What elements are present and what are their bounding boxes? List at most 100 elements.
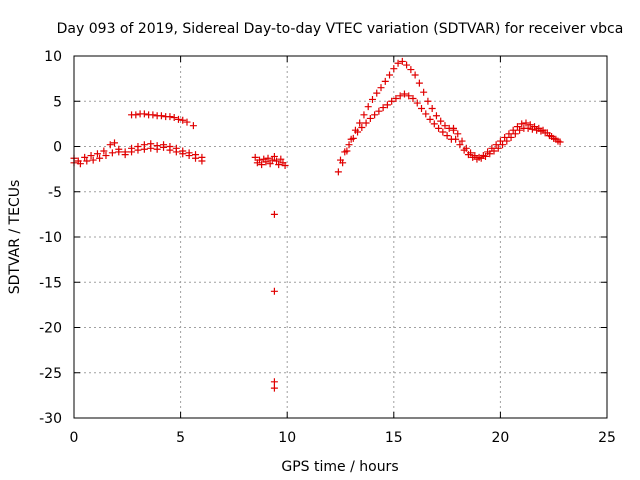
- data-point: [166, 113, 174, 121]
- data-point: [128, 148, 136, 156]
- data-point: [153, 145, 161, 153]
- data-point: [507, 133, 515, 141]
- data-point: [516, 126, 524, 134]
- data-point: [428, 104, 436, 112]
- data-point: [341, 148, 349, 156]
- data-point: [121, 151, 129, 159]
- data-points: [70, 57, 564, 392]
- data-point: [464, 151, 472, 159]
- data-point: [264, 154, 272, 162]
- data-point: [174, 115, 182, 123]
- data-point: [537, 127, 545, 135]
- data-point: [499, 141, 507, 149]
- data-point: [76, 160, 84, 168]
- data-point: [422, 110, 430, 118]
- data-point: [394, 59, 402, 67]
- data-point: [554, 137, 562, 145]
- data-point: [96, 154, 104, 162]
- data-point: [160, 143, 168, 151]
- data-point: [266, 160, 274, 168]
- data-point: [192, 154, 200, 162]
- data-point: [87, 152, 95, 160]
- data-point: [441, 122, 449, 130]
- data-point: [477, 154, 485, 162]
- y-axis-label: SDTVAR / TECUs: [7, 180, 23, 295]
- data-point: [400, 90, 408, 98]
- data-point: [270, 384, 278, 392]
- data-point: [509, 126, 517, 134]
- data-point: [405, 92, 413, 100]
- data-point: [179, 150, 187, 158]
- data-point: [375, 107, 383, 115]
- data-point: [458, 137, 466, 145]
- series-band-g-evening: [452, 124, 562, 163]
- data-point: [140, 145, 148, 153]
- data-point: [185, 152, 193, 160]
- data-point: [273, 157, 281, 165]
- data-point: [526, 121, 534, 129]
- series-band-d-afternoon: [334, 57, 457, 176]
- data-point: [430, 120, 438, 128]
- data-point: [111, 139, 119, 147]
- data-point: [432, 112, 440, 120]
- data-point: [390, 65, 398, 73]
- data-point: [93, 150, 101, 158]
- data-point: [334, 168, 342, 176]
- data-point: [360, 111, 368, 119]
- data-point: [366, 114, 374, 122]
- data-point: [415, 79, 423, 87]
- data-point: [501, 133, 509, 141]
- data-point: [106, 141, 114, 149]
- y-tick-label: 5: [53, 94, 62, 110]
- x-tick-label: 0: [70, 430, 79, 446]
- data-point: [449, 124, 457, 132]
- data-point: [179, 116, 187, 124]
- data-point: [409, 95, 417, 103]
- data-point: [157, 112, 165, 120]
- x-tick-label: 10: [278, 430, 296, 446]
- data-point: [550, 134, 558, 142]
- data-point: [356, 119, 364, 127]
- y-tick-label: -30: [39, 411, 62, 427]
- data-point: [354, 128, 362, 136]
- data-point: [456, 141, 464, 149]
- x-tick-label: 20: [491, 430, 509, 446]
- y-tick-labels: -30 -25 -20 -15 -10 -5 0 5 10: [39, 49, 62, 427]
- data-point: [426, 115, 434, 123]
- data-point: [407, 66, 415, 74]
- data-point: [505, 130, 513, 138]
- data-point: [362, 119, 370, 127]
- data-point: [398, 57, 406, 65]
- data-point: [183, 118, 191, 126]
- data-point: [270, 210, 278, 218]
- x-tick-label: 25: [598, 430, 616, 446]
- data-point: [371, 111, 379, 119]
- y-tick-label: -5: [48, 185, 62, 201]
- grid-lines: [74, 56, 607, 418]
- data-point: [115, 148, 123, 156]
- data-point: [388, 97, 396, 105]
- data-point: [439, 128, 447, 136]
- data-point: [513, 123, 521, 131]
- y-tick-label: -25: [39, 366, 62, 382]
- data-point: [345, 141, 353, 149]
- data-point: [100, 147, 108, 155]
- y-tick-label: 10: [44, 49, 62, 65]
- data-point: [364, 103, 372, 111]
- data-point: [503, 137, 511, 145]
- data-point: [533, 126, 541, 134]
- data-point: [522, 119, 530, 127]
- data-point: [418, 104, 426, 112]
- data-point: [511, 130, 519, 138]
- series-outliers: [270, 210, 278, 392]
- data-point: [270, 378, 278, 386]
- data-point: [189, 122, 197, 130]
- data-point: [437, 117, 445, 125]
- data-point: [277, 155, 285, 163]
- data-point: [166, 146, 174, 154]
- data-point: [149, 111, 157, 119]
- data-point: [147, 144, 155, 152]
- data-point: [411, 71, 419, 79]
- data-point: [383, 101, 391, 109]
